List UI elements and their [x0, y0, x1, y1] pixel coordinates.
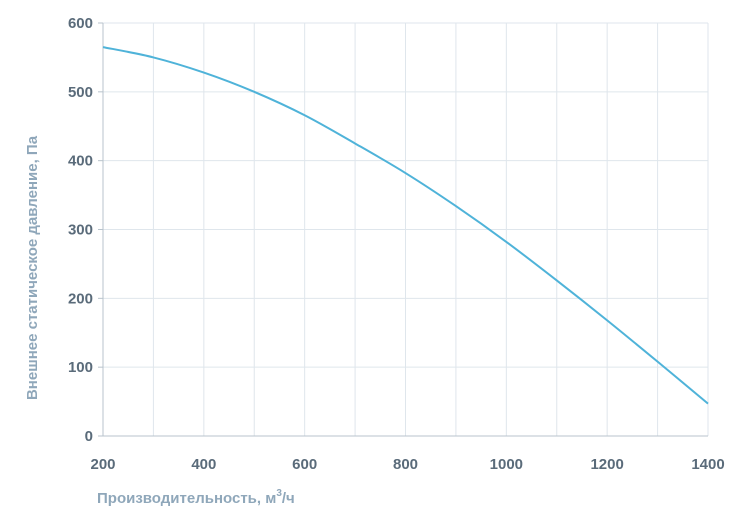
- y-tick-labels: 0 100 200 300 400 500 600: [68, 15, 93, 445]
- series-line: [102, 46, 709, 405]
- y-tick-label: 100: [68, 359, 93, 376]
- x-tick-label: 1400: [691, 456, 724, 473]
- y-tick-label: 200: [68, 290, 93, 307]
- x-tick-label: 1200: [590, 456, 623, 473]
- x-axis-title-sup: 3: [276, 488, 282, 499]
- x-tick-label: 600: [292, 456, 317, 473]
- y-tick-label: 600: [68, 15, 93, 32]
- x-tick-label: 800: [393, 456, 418, 473]
- y-tick-label: 500: [68, 84, 93, 101]
- y-tick-label: 0: [85, 428, 93, 445]
- y-axis-title: Внешнее статическое давление, Па: [24, 135, 41, 400]
- x-axis-title-main: Производительность, м: [97, 490, 276, 507]
- x-tick-labels: 200 400 600 800 1000 1200 1400: [90, 456, 724, 473]
- x-tick-label: 1000: [490, 456, 523, 473]
- x-tick-label: 400: [191, 456, 216, 473]
- grid: [102, 22, 709, 437]
- x-axis-title: Производительность, м3/ч: [97, 488, 295, 507]
- y-tick-label: 400: [68, 153, 93, 170]
- series-layer: [102, 46, 709, 405]
- x-axis-title-tail: /ч: [282, 490, 295, 507]
- axes: [98, 22, 708, 437]
- x-tick-label: 200: [90, 456, 115, 473]
- y-tick-label: 300: [68, 222, 93, 239]
